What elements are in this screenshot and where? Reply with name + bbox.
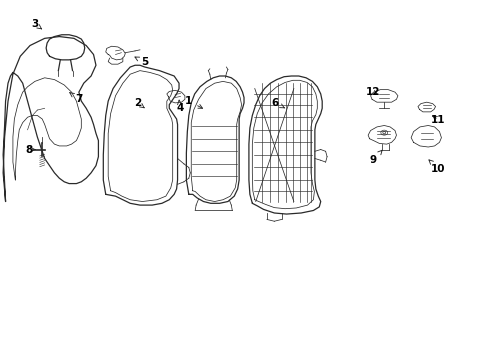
Text: 11: 11 xyxy=(431,115,446,125)
Text: 1: 1 xyxy=(185,96,202,108)
Text: 7: 7 xyxy=(70,93,82,104)
Text: 2: 2 xyxy=(134,98,144,108)
Text: 12: 12 xyxy=(366,87,380,97)
Text: 6: 6 xyxy=(271,98,284,108)
Text: 8: 8 xyxy=(25,144,35,154)
Text: 4: 4 xyxy=(176,100,184,113)
Text: 5: 5 xyxy=(135,57,148,67)
Text: 3: 3 xyxy=(31,19,42,29)
Text: 9: 9 xyxy=(369,150,382,165)
Text: 10: 10 xyxy=(429,160,445,174)
